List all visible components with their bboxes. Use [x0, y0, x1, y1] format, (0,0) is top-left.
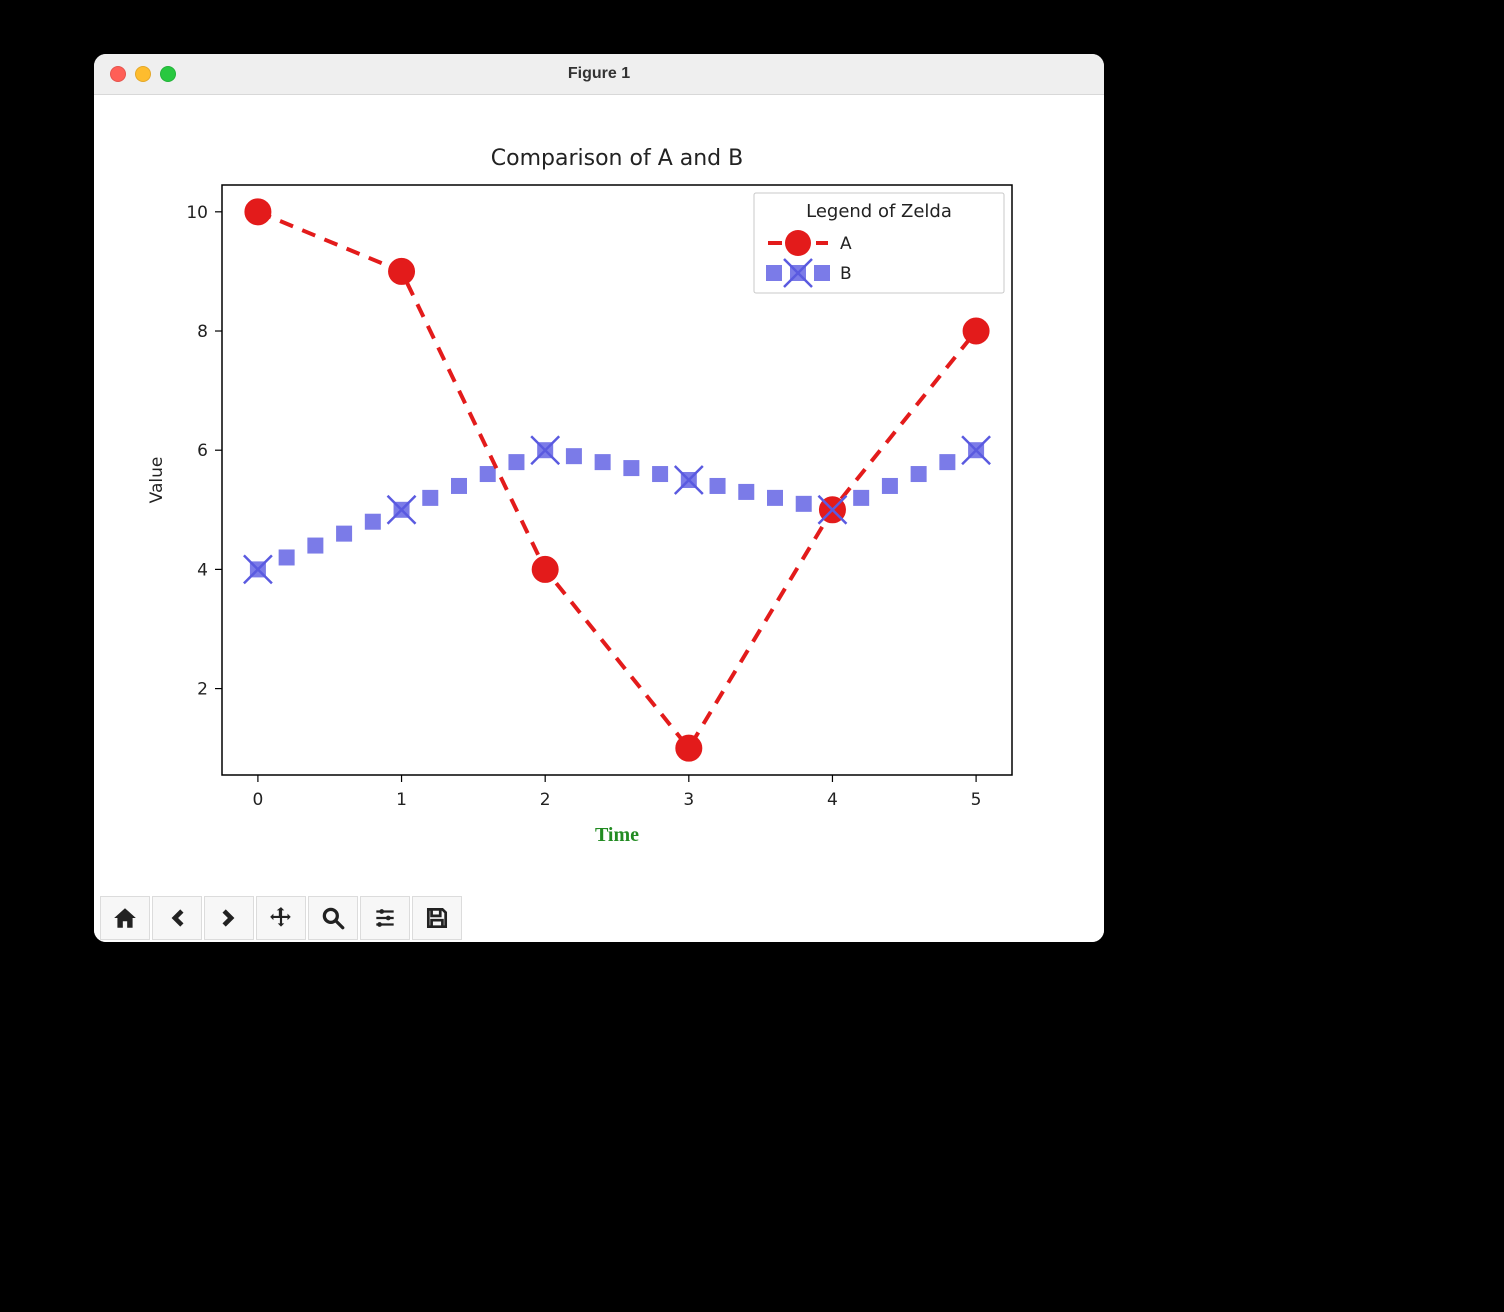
- svg-text:Time: Time: [595, 824, 639, 846]
- forward-icon: [216, 905, 242, 931]
- svg-text:4: 4: [197, 560, 208, 580]
- zoom-icon: [320, 905, 346, 931]
- back-button[interactable]: [152, 896, 202, 940]
- window-title: Figure 1: [568, 65, 630, 83]
- home-icon: [112, 905, 138, 931]
- window-controls: [110, 66, 176, 82]
- configure-icon: [372, 905, 398, 931]
- svg-text:Comparison of A and B: Comparison of A and B: [491, 146, 743, 171]
- svg-text:2: 2: [197, 680, 208, 700]
- forward-button[interactable]: [204, 896, 254, 940]
- zoom-button[interactable]: [308, 896, 358, 940]
- maximize-icon[interactable]: [160, 66, 176, 82]
- svg-text:8: 8: [197, 322, 208, 342]
- close-icon[interactable]: [110, 66, 126, 82]
- svg-text:2: 2: [540, 790, 551, 810]
- svg-text:4: 4: [827, 790, 838, 810]
- configure-button[interactable]: [360, 896, 410, 940]
- titlebar: Figure 1: [94, 54, 1104, 95]
- save-button[interactable]: [412, 896, 462, 940]
- svg-text:5: 5: [971, 790, 982, 810]
- svg-text:6: 6: [197, 441, 208, 461]
- pan-button[interactable]: [256, 896, 306, 940]
- svg-text:B: B: [840, 264, 852, 284]
- minimize-icon[interactable]: [135, 66, 151, 82]
- svg-text:Legend of Zelda: Legend of Zelda: [806, 201, 952, 222]
- svg-text:1: 1: [396, 790, 407, 810]
- pan-icon: [268, 905, 294, 931]
- svg-text:Value: Value: [147, 457, 167, 504]
- figure-window: Figure 1 0 1 2 3 4 5 2 4 6 8 10 Comparison of A and…: [94, 54, 1104, 942]
- svg-text:3: 3: [683, 790, 694, 810]
- svg-text:0: 0: [252, 790, 263, 810]
- matplotlib-toolbar: [94, 894, 1104, 942]
- chart: 0 1 2 3 4 5 2 4 6 8 10 Comparison of A and B Time Val…: [94, 95, 1104, 895]
- svg-text:10: 10: [186, 203, 208, 223]
- figure-content: 0 1 2 3 4 5 2 4 6 8 10 Comparison of A and B Time Val…: [94, 95, 1104, 894]
- svg-text:A: A: [840, 234, 852, 254]
- save-icon: [424, 905, 450, 931]
- back-icon: [164, 905, 190, 931]
- home-button[interactable]: [100, 896, 150, 940]
